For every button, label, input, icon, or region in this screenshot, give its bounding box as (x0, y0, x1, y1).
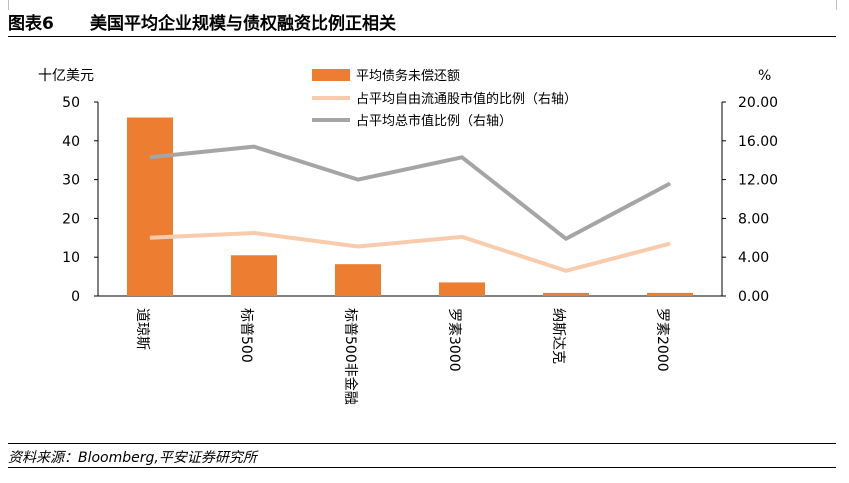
figure-number: 图表6 (8, 14, 54, 34)
line-series-1 (149, 230, 671, 273)
bar-2 (335, 264, 381, 296)
bar-0 (127, 117, 173, 297)
figure-header: 图表6 美国平均企业规模与债权融资比例正相关 (8, 9, 396, 34)
bar-3 (439, 282, 485, 296)
right-tick-label: 0.00 (738, 289, 769, 305)
line-point-2-5 (669, 182, 671, 184)
line-point-2-2 (357, 179, 359, 181)
frame-right-edge (836, 0, 837, 10)
left-tick-label: 10 (62, 250, 80, 266)
x-category-label: 标普500 (238, 308, 254, 363)
line-point-2-1 (253, 146, 255, 148)
left-tick-label: 0 (71, 289, 80, 305)
x-category-label: 罗素3000 (446, 308, 462, 372)
right-tick-label: 8.00 (738, 211, 769, 227)
line-point-1-5 (669, 243, 671, 245)
right-tick-label: 16.00 (738, 134, 778, 150)
right-axis-unit: % (758, 68, 771, 84)
line-point-1-2 (357, 246, 359, 248)
x-category-label: 罗素2000 (654, 308, 670, 372)
figure-title: 美国平均企业规模与债权融资比例正相关 (90, 14, 396, 34)
left-tick-label: 20 (62, 211, 80, 227)
legend-label-2: 占平均总市值比例（右轴） (356, 113, 512, 129)
legend-label-1: 占平均自由流通股市值的比例（右轴） (356, 91, 577, 107)
line-point-2-3 (461, 156, 463, 158)
bar-4 (543, 292, 589, 296)
line-point-1-1 (253, 232, 255, 234)
x-category-label: 道琼斯 (134, 308, 150, 350)
line-series-2 (149, 144, 671, 241)
x-category-label: 纳斯达克 (550, 308, 566, 364)
right-tick-label: 12.00 (738, 173, 778, 189)
bar-5 (647, 292, 693, 296)
source-rule-top (8, 443, 836, 444)
legend-label-0: 平均债务未偿还额 (356, 68, 460, 84)
left-axis-unit: 十亿美元 (38, 68, 94, 84)
line-point-1-4 (565, 270, 567, 272)
line-point-1-3 (461, 236, 463, 238)
bar-1 (231, 255, 277, 296)
left-tick-label: 50 (62, 95, 80, 111)
line-point-2-0 (149, 156, 151, 158)
chart: 0 10 20 30 40 50 0.00 4.00 8.00 12.00 16.00 20.00 十亿… (38, 68, 778, 405)
legend-swatch-bar (312, 69, 350, 81)
left-tick-label: 30 (62, 173, 80, 189)
line-point-2-4 (565, 238, 567, 240)
x-category-label: 标普500非金融 (342, 308, 358, 405)
left-tick-label: 40 (62, 134, 80, 150)
right-tick-label: 4.00 (738, 250, 769, 266)
frame-left-edge (8, 0, 9, 10)
source-note: 资料来源：Bloomberg,平安证券研究所 (8, 450, 257, 466)
header-rule (8, 36, 836, 37)
line-point-1-0 (149, 237, 151, 239)
right-tick-label: 20.00 (738, 95, 778, 111)
source-rule-bottom (8, 467, 836, 468)
